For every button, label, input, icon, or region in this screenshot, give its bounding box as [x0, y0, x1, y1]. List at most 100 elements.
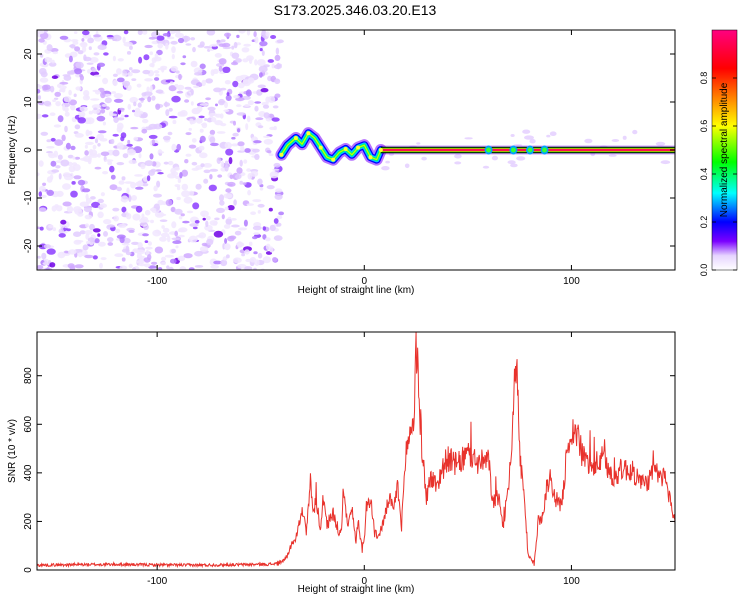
spectrogram-y-tick-label: 20 [23, 48, 34, 60]
noise-blob [225, 94, 232, 101]
noise-blob [89, 153, 99, 158]
noise-blob [513, 144, 523, 147]
noise-blob [276, 222, 282, 227]
noise-blob [223, 109, 230, 112]
noise-blob [224, 243, 231, 251]
noise-blob [247, 100, 254, 106]
noise-blob [62, 74, 71, 77]
noise-blob [584, 138, 593, 144]
noise-blob [84, 254, 94, 259]
noise-blob [68, 249, 77, 255]
noise-blob [83, 54, 87, 61]
noise-blob [188, 144, 197, 149]
noise-blob [107, 237, 114, 243]
noise-blob [37, 265, 44, 270]
noise-blob [70, 104, 76, 111]
noise-blob [140, 163, 146, 170]
noise-blob [82, 30, 90, 36]
noise-blob [269, 224, 276, 232]
noise-blob [58, 173, 62, 180]
noise-blob [44, 267, 53, 270]
noise-blob [256, 59, 266, 66]
noise-blob [257, 125, 264, 129]
noise-blob [214, 53, 222, 58]
noise-blob [161, 256, 167, 261]
signal-bulge-core [510, 147, 516, 153]
noise-blob [88, 46, 92, 51]
noise-blob [46, 248, 56, 255]
noise-blob [84, 230, 93, 235]
noise-blob [130, 181, 136, 189]
noise-blob [91, 201, 101, 208]
noise-blob [117, 58, 124, 62]
noise-blob [64, 250, 69, 254]
noise-blob [190, 101, 194, 106]
spectrogram-x-tick-label: -100 [147, 276, 167, 287]
noise-blob [234, 230, 242, 236]
noise-blob [203, 163, 213, 168]
noise-blob [176, 84, 185, 91]
noise-blob [109, 184, 118, 191]
snr-y-label: SNR (10 * v/v) [7, 419, 18, 483]
noise-blob [97, 44, 107, 50]
noise-blob [193, 85, 200, 89]
noise-blob [165, 42, 169, 50]
noise-blob [181, 190, 191, 198]
noise-blob [51, 75, 59, 79]
noise-blob [61, 134, 66, 142]
noise-blob [97, 130, 107, 134]
noise-blob [254, 59, 258, 66]
noise-blob [37, 113, 43, 119]
noise-blob [192, 202, 200, 210]
noise-blob [91, 68, 97, 73]
noise-blob [75, 73, 81, 78]
noise-blob [253, 232, 260, 236]
noise-blob [195, 183, 202, 190]
noise-blob [168, 85, 177, 92]
signal-peak [368, 155, 373, 160]
noise-blob [238, 227, 248, 231]
noise-blob [73, 164, 81, 171]
noise-blob [74, 124, 81, 130]
noise-blob [169, 30, 176, 35]
noise-blob [72, 41, 79, 45]
noise-blob [464, 137, 473, 140]
noise-blob [51, 169, 60, 173]
colorbar-tick-label: 0.6 [699, 120, 709, 133]
noise-blob [68, 89, 72, 96]
noise-blob [38, 160, 44, 167]
noise-blob [259, 41, 268, 47]
noise-blob [208, 184, 217, 192]
noise-blob [152, 229, 162, 237]
noise-blob [191, 161, 198, 166]
noise-blob [173, 30, 181, 34]
noise-blob [79, 106, 88, 112]
noise-blob [163, 161, 169, 165]
noise-blob [182, 55, 187, 59]
noise-blob [236, 241, 243, 248]
noise-blob [243, 43, 251, 47]
noise-blob [197, 44, 205, 48]
noise-blob [181, 169, 188, 177]
noise-blob [145, 246, 153, 250]
noise-blob [122, 69, 129, 74]
noise-blob [244, 148, 251, 153]
noise-blob [214, 120, 223, 126]
noise-blob [112, 34, 122, 42]
noise-blob [454, 161, 462, 165]
spectrogram-y-tick-label: 0 [23, 147, 34, 153]
noise-blob [37, 95, 42, 100]
signal-peak [331, 157, 336, 162]
noise-blob [96, 115, 106, 122]
noise-blob [127, 72, 133, 77]
noise-blob [128, 263, 133, 269]
noise-blob [206, 30, 216, 36]
noise-blob [112, 80, 118, 87]
noise-blob [103, 231, 108, 237]
noise-blob [268, 207, 273, 212]
noise-blob [37, 84, 44, 90]
snr-x-label: Height of straight line (km) [298, 584, 415, 595]
noise-blob [252, 225, 262, 231]
noise-blob [247, 173, 253, 180]
noise-blob [262, 234, 267, 240]
